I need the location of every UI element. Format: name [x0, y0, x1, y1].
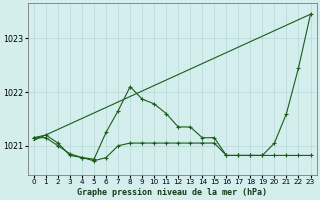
X-axis label: Graphe pression niveau de la mer (hPa): Graphe pression niveau de la mer (hPa) — [77, 188, 267, 197]
